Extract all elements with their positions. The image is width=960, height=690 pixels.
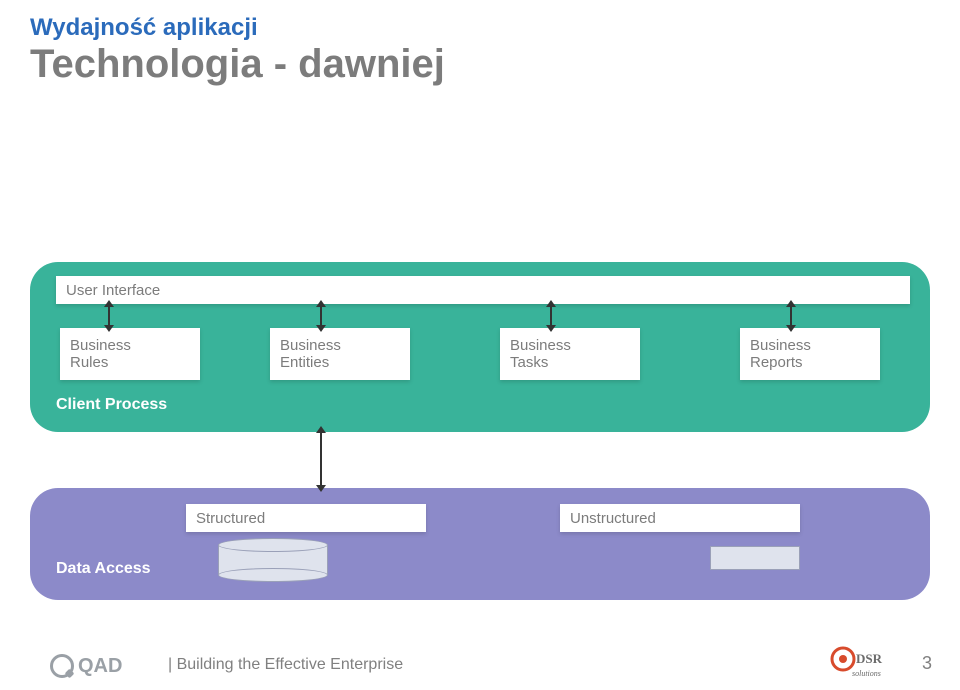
qad-icon — [50, 654, 74, 678]
db-top — [218, 538, 328, 552]
data-access-label: Data Access — [56, 560, 151, 578]
unstructured-store-icon — [710, 546, 800, 570]
footer: QAD | Building the Effective Enterprise … — [0, 640, 960, 680]
qad-logo: QAD — [50, 654, 122, 678]
arrow-between-panels — [320, 432, 322, 486]
arrow-rules — [108, 306, 110, 326]
title-big: Technologia - dawniej — [30, 42, 445, 87]
slide-title-block: Wydajność aplikacji Technologia - dawnie… — [30, 14, 445, 87]
database-icon — [218, 538, 328, 582]
user-interface-bar: User Interface — [56, 276, 910, 304]
client-process-label: Client Process — [56, 396, 167, 414]
footer-caption: | Building the Effective Enterprise — [168, 656, 403, 674]
db-bottom — [218, 568, 328, 582]
business-reports-box: Business Reports — [740, 328, 880, 380]
box-line1: Business — [510, 337, 640, 354]
title-small: Wydajność aplikacji — [30, 14, 445, 42]
box-line2: Rules — [70, 354, 200, 371]
business-tasks-box: Business Tasks — [500, 328, 640, 380]
dsr-subtext: solutions — [852, 669, 881, 678]
arrow-entities — [320, 306, 322, 326]
box-line2: Tasks — [510, 354, 640, 371]
page-number: 3 — [922, 653, 932, 674]
arrow-tasks — [550, 306, 552, 326]
box-line2: Reports — [750, 354, 880, 371]
qad-text: QAD — [78, 655, 122, 678]
box-line1: Business — [280, 337, 410, 354]
dsr-logo: DSR solutions — [830, 646, 890, 680]
business-rules-box: Business Rules — [60, 328, 200, 380]
box-line1: Business — [750, 337, 880, 354]
structured-bar: Structured — [186, 504, 426, 532]
box-line2: Entities — [280, 354, 410, 371]
box-line1: Business — [70, 337, 200, 354]
dsr-text: DSR — [856, 651, 883, 666]
arrow-reports — [790, 306, 792, 326]
unstructured-bar: Unstructured — [560, 504, 800, 532]
business-entities-box: Business Entities — [270, 328, 410, 380]
